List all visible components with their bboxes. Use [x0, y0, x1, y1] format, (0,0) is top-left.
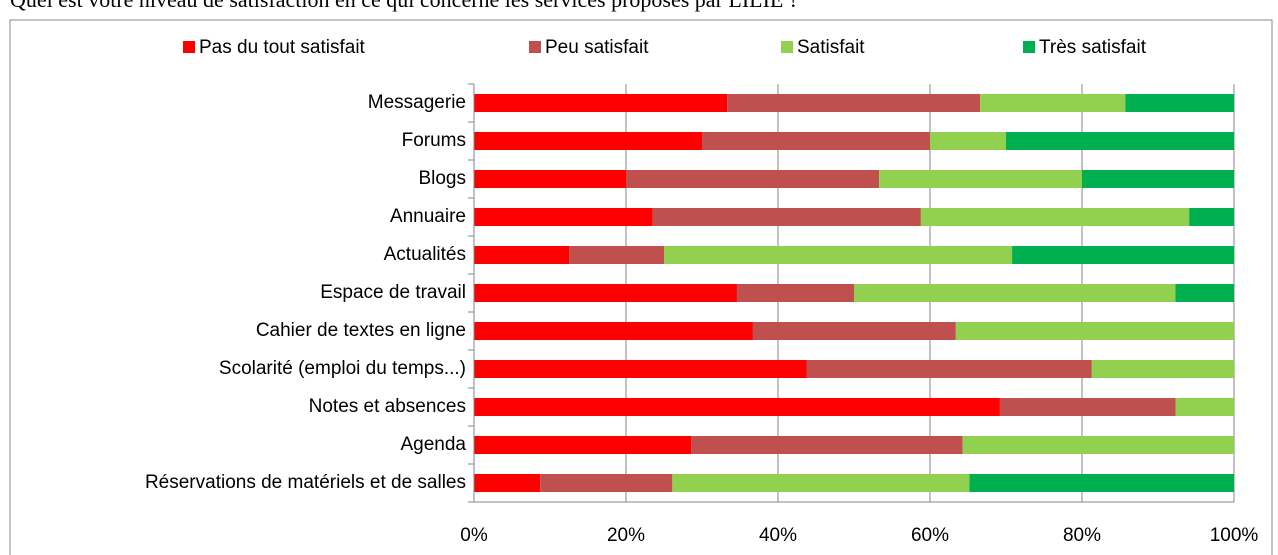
- chart-title: Quel est votre niveau de satisfaction en…: [10, 0, 799, 12]
- bar-segment: [474, 208, 653, 226]
- y-tick-label: Espace de travail: [320, 282, 466, 303]
- bar-segment: [969, 474, 1234, 492]
- legend-label: Peu satisfait: [545, 37, 649, 58]
- y-tick-label: Notes et absences: [309, 396, 466, 417]
- bar-segment: [806, 360, 1092, 378]
- bar-segment: [672, 474, 970, 492]
- bar-segment: [474, 398, 1000, 416]
- y-tick-label: Forums: [402, 130, 466, 151]
- y-tick-label: Blogs: [418, 168, 466, 189]
- bar-segment: [1091, 360, 1234, 378]
- x-tick-label: 60%: [911, 525, 949, 546]
- x-tick-label: 0%: [460, 525, 488, 546]
- chart-frame: [9, 19, 1273, 555]
- x-tick-label: 40%: [759, 525, 797, 546]
- bar-segment: [879, 170, 1082, 188]
- legend-label: Très satisfait: [1039, 37, 1147, 58]
- bar-segment: [999, 398, 1176, 416]
- y-tick-label: Réservations de matériels et de salles: [145, 472, 466, 493]
- bar-segment: [474, 94, 728, 112]
- bar-segment: [474, 360, 807, 378]
- bar-segment: [962, 436, 1234, 454]
- bar-segment: [474, 436, 692, 454]
- bar-segment: [980, 94, 1126, 112]
- bar-segment: [1125, 94, 1234, 112]
- x-tick-label: 100%: [1210, 525, 1259, 546]
- y-tick-label: Actualités: [384, 244, 466, 265]
- bar-segment: [474, 170, 626, 188]
- x-tick-label: 80%: [1063, 525, 1101, 546]
- legend-swatch: [781, 41, 793, 53]
- bar-segment: [727, 94, 981, 112]
- bar-segment: [474, 322, 753, 340]
- bar-segment: [702, 132, 930, 150]
- bar-segment: [474, 132, 702, 150]
- bar-segment: [752, 322, 956, 340]
- y-tick-label: Agenda: [400, 434, 466, 455]
- y-tick-label: Scolarité (emploi du temps...): [219, 358, 466, 379]
- legend-swatch: [183, 41, 195, 53]
- bar-segment: [474, 474, 541, 492]
- bar-segment: [474, 284, 737, 302]
- bar-segment: [736, 284, 854, 302]
- bar-segment: [540, 474, 673, 492]
- bar-segment: [920, 208, 1190, 226]
- bar-segment: [1189, 208, 1234, 226]
- bar-segment: [1082, 170, 1234, 188]
- legend-label: Satisfait: [797, 37, 865, 58]
- legend-swatch: [1023, 41, 1035, 53]
- y-tick-label: Cahier de textes en ligne: [256, 320, 466, 341]
- bar-segment: [569, 246, 664, 264]
- y-tick-label: Annuaire: [390, 206, 466, 227]
- bar-segment: [626, 170, 880, 188]
- bar-segment: [1175, 398, 1234, 416]
- bar-segment: [930, 132, 1006, 150]
- bar-segment: [474, 246, 569, 264]
- bar-segment: [691, 436, 963, 454]
- x-tick-label: 20%: [607, 525, 645, 546]
- bar-segment: [1175, 284, 1234, 302]
- bar-segment: [854, 284, 1176, 302]
- bar-segment: [652, 208, 921, 226]
- legend-swatch: [529, 41, 541, 53]
- bar-segment: [664, 246, 1013, 264]
- bar-segment: [955, 322, 1234, 340]
- bar-segment: [1012, 246, 1234, 264]
- legend-label: Pas du tout satisfait: [199, 37, 366, 58]
- y-tick-label: Messagerie: [368, 92, 466, 113]
- bar-segment: [1006, 132, 1234, 150]
